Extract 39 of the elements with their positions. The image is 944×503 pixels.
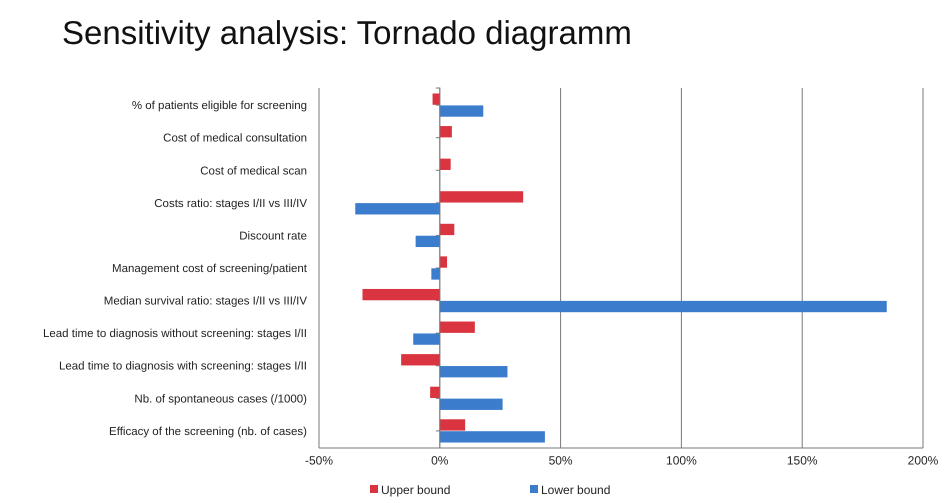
bar: [440, 191, 524, 203]
y-tick-label: Lead time to diagnosis without screening: stages I/II: [42, 328, 307, 340]
x-tick-label: 50%: [548, 454, 573, 468]
bar: [440, 105, 484, 117]
bar: [440, 158, 451, 170]
bar: [440, 224, 454, 236]
bar: [440, 431, 545, 443]
bar: [440, 126, 452, 138]
bar: [432, 93, 440, 105]
x-tick-label: 0%: [431, 454, 449, 468]
bar: [440, 366, 508, 378]
y-tick-label: Cost of medical consultation: [163, 132, 307, 145]
y-tick-label: Median survival ratio: stages I/II vs III/IV: [104, 296, 308, 308]
y-tick-label: Nb. of spontaneous cases (/1000): [134, 393, 308, 406]
x-tick-label: 200%: [908, 454, 939, 468]
bar: [440, 398, 503, 410]
bar: [362, 288, 440, 300]
y-tick-label: Cost of medical scan: [200, 165, 307, 178]
bar: [440, 419, 466, 431]
y-tick-label: Efficacy of the screening (nb. of cases): [109, 426, 308, 438]
legend-label: Upper bound: [381, 483, 450, 497]
chart-title: Sensitivity analysis: Tornado diagramm: [62, 14, 632, 51]
y-tick-label: Discount rate: [239, 230, 307, 242]
y-tick-label: Management cost of screening/patient: [112, 263, 308, 275]
bar: [431, 268, 440, 280]
bar: [440, 322, 475, 333]
bar: [401, 354, 440, 366]
y-tick-label: Lead time to diagnosis with screening: stages I/II: [58, 360, 307, 373]
bar: [416, 236, 440, 248]
bar: [430, 386, 440, 398]
bar: [440, 300, 887, 312]
x-tick-label: -50%: [304, 454, 334, 468]
bar: [413, 333, 440, 345]
y-tick-label: % of patients eligible for screening: [132, 100, 307, 112]
bar: [355, 203, 440, 214]
x-tick-label: 100%: [666, 454, 698, 468]
x-tick-label: 150%: [786, 454, 818, 468]
legend-label: Lower bound: [541, 483, 610, 497]
y-tick-label: Costs ratio: stages I/II vs III/IV: [154, 198, 308, 210]
